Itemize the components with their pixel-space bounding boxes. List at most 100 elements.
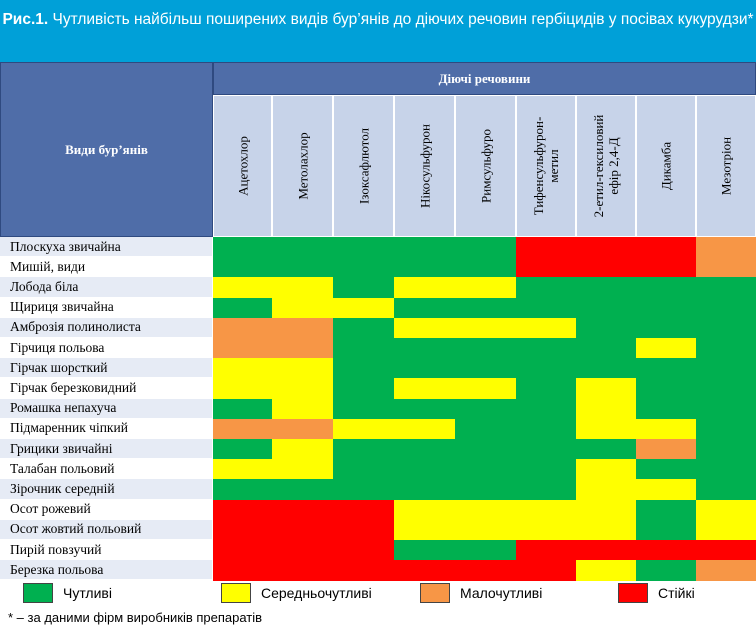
sensitivity-cell: [516, 257, 576, 278]
sensitivity-cell: [333, 378, 394, 400]
sensitivity-cell: [636, 418, 696, 440]
sensitivity-cell: [516, 358, 576, 379]
sensitivity-cell: [394, 317, 455, 339]
sensitivity-cell: [394, 378, 455, 400]
sensitivity-cell: [516, 459, 576, 480]
sensitivity-cell: [272, 358, 333, 379]
sensitivity-cell: [455, 297, 516, 319]
sensitivity-cell: [333, 237, 394, 258]
legend-swatch: [420, 583, 450, 603]
sensitivity-cell: [696, 540, 756, 561]
sensitivity-cell: [516, 338, 576, 359]
sensitivity-cell: [394, 439, 455, 460]
sensitivity-cell: [394, 338, 455, 359]
sensitivity-cell: [213, 338, 272, 359]
footnote: * – за даними фірм виробників препаратів: [8, 610, 263, 625]
sensitivity-cell: [696, 519, 756, 541]
weed-label: Мишій, види: [0, 257, 213, 278]
sensitivity-cell: [455, 499, 516, 521]
figure-caption: Рис.1. Чутливість найбільш поширених вид…: [0, 0, 756, 62]
sensitivity-cell: [272, 277, 333, 299]
weed-label: Талабан польовий: [0, 459, 213, 480]
sensitivity-cell: [455, 257, 516, 278]
sensitivity-cell: [516, 277, 576, 299]
column-header: 2-етил-гексиловий ефір 2,4-Д: [576, 95, 636, 237]
column-header-label: Ацетохлор: [235, 136, 250, 196]
legend-swatch: [221, 583, 251, 603]
sensitivity-cell: [576, 439, 636, 460]
figure-label: Рис.1.: [2, 11, 49, 28]
sensitivity-cell: [576, 519, 636, 541]
sensitivity-cell: [455, 418, 516, 440]
actives-header: Діючі речовини: [213, 62, 756, 95]
column-header: Нікосульфурон: [394, 95, 455, 237]
sensitivity-cell: [516, 519, 576, 541]
sensitivity-cell: [455, 237, 516, 258]
sensitivity-cell: [213, 358, 272, 379]
sensitivity-cell: [576, 277, 636, 299]
weed-label: Ромашка непахуча: [0, 398, 213, 419]
sensitivity-cell: [636, 277, 696, 299]
sensitivity-cell: [213, 257, 272, 278]
sensitivity-cell: [696, 297, 756, 319]
sensitivity-cell: [272, 519, 333, 541]
sensitivity-cell: [333, 297, 394, 319]
sensitivity-cell: [394, 479, 455, 501]
sensitivity-cell: [213, 378, 272, 400]
sensitivity-cell: [516, 237, 576, 258]
sensitivity-cell: [213, 317, 272, 339]
weed-label: Підмаренник чіпкий: [0, 418, 213, 439]
weed-label: Гірчиця польова: [0, 338, 213, 359]
sensitivity-cell: [636, 338, 696, 359]
sensitivity-cell: [272, 237, 333, 258]
sensitivity-cell: [333, 358, 394, 379]
sensitivity-cell: [516, 398, 576, 420]
sensitivity-cell: [272, 398, 333, 420]
sensitivity-cell: [516, 297, 576, 319]
sensitivity-cell: [455, 459, 516, 480]
sensitivity-cell: [394, 418, 455, 440]
sensitivity-cell: [455, 317, 516, 339]
sensitivity-cell: [272, 257, 333, 278]
sensitivity-cell: [516, 439, 576, 460]
column-header-label: Ізоксафлютол: [356, 127, 371, 205]
sensitivity-cell: [455, 338, 516, 359]
sensitivity-cell: [213, 398, 272, 420]
sensitivity-cell: [272, 338, 333, 359]
sensitivity-cell: [213, 540, 272, 561]
sensitivity-cell: [213, 479, 272, 501]
sensitivity-cell: [394, 540, 455, 561]
sensitivity-cell: [576, 317, 636, 339]
sensitivity-cell: [333, 398, 394, 420]
sensitivity-cell: [516, 317, 576, 339]
sensitivity-cell: [636, 358, 696, 379]
sensitivity-cell: [636, 297, 696, 319]
sensitivity-cell: [333, 519, 394, 541]
sensitivity-cell: [576, 358, 636, 379]
sensitivity-cell: [576, 418, 636, 440]
weed-label: Лобода біла: [0, 277, 213, 298]
sensitivity-cell: [333, 479, 394, 501]
sensitivity-cell: [516, 378, 576, 400]
sensitivity-cell: [636, 560, 696, 581]
column-header-label: Метолахлор: [295, 132, 310, 200]
sensitivity-cell: [696, 479, 756, 501]
sensitivity-cell: [394, 257, 455, 278]
sensitivity-cell: [272, 297, 333, 319]
sensitivity-cell: [516, 540, 576, 561]
column-header: Метолахлор: [272, 95, 333, 237]
sensitivity-cell: [272, 540, 333, 561]
sensitivity-cell: [696, 338, 756, 359]
sensitivity-cell: [394, 237, 455, 258]
weed-label: Амброзія полинолиста: [0, 317, 213, 338]
column-header-label: Нікосульфурон: [417, 124, 432, 208]
sensitivity-cell: [696, 439, 756, 460]
sensitivity-cell: [576, 338, 636, 359]
sensitivity-cell: [636, 439, 696, 460]
column-header: Дикамба: [636, 95, 696, 237]
sensitivity-cell: [576, 237, 636, 258]
figure-title: Чутливість найбільш поширених видів бур’…: [52, 11, 754, 28]
legend-label: Чутливі: [63, 585, 112, 601]
sensitivity-cell: [455, 519, 516, 541]
weed-label: Гірчак березковидний: [0, 378, 213, 399]
